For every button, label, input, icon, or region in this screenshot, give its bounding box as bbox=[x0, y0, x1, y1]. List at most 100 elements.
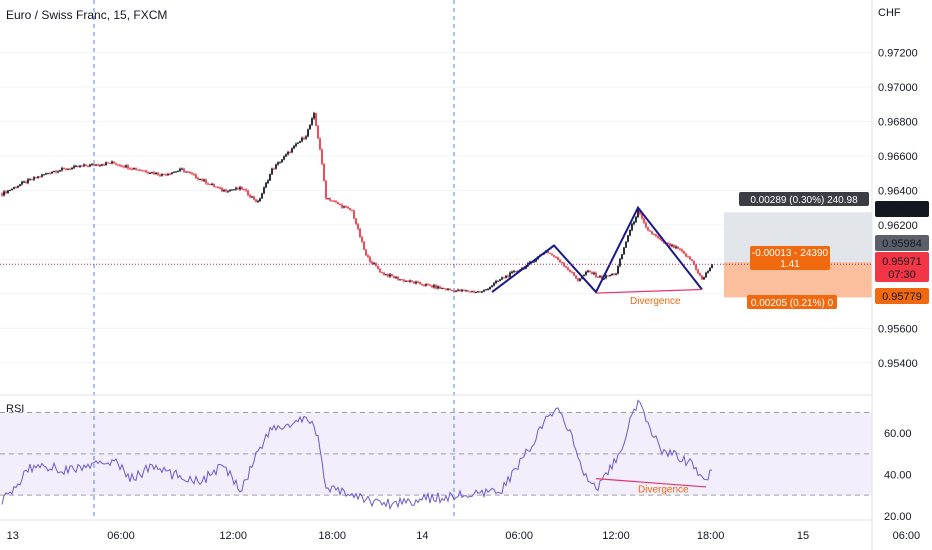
candle-body bbox=[197, 177, 199, 180]
candle-body bbox=[555, 256, 557, 258]
candle-body bbox=[693, 260, 695, 265]
candle-body bbox=[343, 206, 345, 208]
candle-body bbox=[645, 222, 647, 228]
candle-body bbox=[293, 145, 295, 149]
candle-body bbox=[41, 174, 43, 177]
candle-body bbox=[419, 281, 421, 285]
candle-body bbox=[303, 137, 305, 139]
candle-body bbox=[511, 271, 513, 273]
candle-body bbox=[9, 190, 11, 192]
candle-body bbox=[209, 184, 211, 186]
candle-body bbox=[491, 285, 493, 288]
candle-body bbox=[145, 170, 147, 173]
candle-body bbox=[363, 241, 365, 250]
candle-body bbox=[479, 291, 481, 293]
candle-body bbox=[443, 287, 445, 289]
candle-body bbox=[311, 118, 313, 125]
candle-body bbox=[397, 277, 399, 280]
candle-body bbox=[179, 168, 181, 171]
candle-body bbox=[657, 236, 659, 239]
candle-body bbox=[451, 290, 453, 292]
candle-body bbox=[141, 170, 143, 172]
candle-body bbox=[395, 277, 397, 279]
candle-body bbox=[387, 274, 389, 277]
candle-body bbox=[153, 172, 155, 175]
candle-body bbox=[405, 280, 407, 282]
candle-body bbox=[17, 186, 19, 188]
candle-body bbox=[359, 228, 361, 238]
candle-body bbox=[13, 187, 15, 189]
stop-label: 0.00205 (0.21%) 0 bbox=[747, 295, 837, 309]
candle-body bbox=[267, 180, 269, 183]
candle-body bbox=[465, 290, 467, 292]
svg-text:1.41: 1.41 bbox=[780, 259, 800, 270]
candle-body bbox=[415, 281, 417, 284]
candle-body bbox=[269, 174, 271, 181]
candle-body bbox=[599, 276, 601, 278]
time-axis[interactable]: 13 06:00 12:00 18:00 14 06:00 12:00 18:00 15 06:0… bbox=[7, 530, 921, 542]
candle-body bbox=[373, 263, 375, 265]
candle-body bbox=[101, 164, 103, 166]
price-tick-label: 0.96600 bbox=[878, 151, 918, 163]
candle-body bbox=[349, 208, 351, 211]
candle-body bbox=[1, 193, 3, 196]
candle-body bbox=[435, 285, 437, 289]
candle-body bbox=[211, 183, 213, 185]
candle-body bbox=[299, 141, 301, 143]
svg-text:0.00289 (0.30%) 240.98: 0.00289 (0.30%) 240.98 bbox=[750, 195, 858, 206]
candle-body bbox=[159, 174, 161, 176]
candle-body bbox=[103, 164, 105, 166]
candle-body bbox=[207, 183, 209, 185]
time-tick-label: 13 bbox=[7, 530, 19, 542]
candles[interactable] bbox=[1, 111, 713, 294]
rsi-axis[interactable]: 60.00 40.00 20.00 bbox=[884, 428, 912, 523]
candle-body bbox=[321, 149, 323, 164]
candle-body bbox=[69, 168, 71, 170]
candle-body bbox=[313, 113, 315, 119]
price-axis[interactable]: 0.97200 0.97000 0.96800 0.96600 0.96400 0.962… bbox=[878, 47, 918, 369]
price-divergence-label: Divergence bbox=[630, 296, 681, 307]
candle-body bbox=[279, 162, 281, 164]
candle-body bbox=[587, 270, 589, 272]
chart-title[interactable]: Euro / Swiss Franc, 15, FXCM bbox=[6, 8, 167, 22]
time-tick-label: 06:00 bbox=[505, 530, 533, 542]
rsi-tick-label: 40.00 bbox=[884, 470, 912, 482]
candle-body bbox=[355, 218, 357, 225]
candle-body bbox=[683, 251, 685, 254]
candle-body bbox=[183, 168, 185, 172]
currency-label: CHF bbox=[878, 7, 901, 19]
svg-text:0.95984: 0.95984 bbox=[882, 238, 922, 250]
candle-body bbox=[15, 187, 17, 189]
candle-body bbox=[271, 168, 273, 175]
candle-body bbox=[275, 164, 277, 169]
candle-body bbox=[547, 250, 549, 253]
candle-body bbox=[425, 284, 427, 286]
candle-body bbox=[277, 162, 279, 165]
candle-body bbox=[593, 272, 595, 274]
candle-body bbox=[49, 173, 51, 175]
candle-body bbox=[469, 291, 471, 293]
svg-text:0.95971: 0.95971 bbox=[882, 256, 922, 268]
candle-body bbox=[93, 164, 95, 166]
svg-text:-0.00013 - 24390: -0.00013 - 24390 bbox=[752, 248, 829, 259]
candle-body bbox=[567, 267, 569, 270]
candle-body bbox=[499, 279, 501, 281]
candle-body bbox=[389, 274, 391, 277]
price-divergence-line[interactable] bbox=[595, 288, 703, 294]
candle-body bbox=[615, 273, 617, 275]
candle-body bbox=[327, 198, 329, 200]
price-tick-label: 0.95600 bbox=[878, 323, 918, 335]
harmonic-pattern-line[interactable] bbox=[491, 205, 703, 294]
candle-body bbox=[7, 190, 9, 194]
candle-body bbox=[239, 187, 241, 190]
rsi-pane-label[interactable]: RSI bbox=[6, 403, 24, 415]
candle-body bbox=[589, 270, 591, 273]
svg-text:0.95779: 0.95779 bbox=[882, 291, 922, 303]
candle-body bbox=[63, 168, 65, 170]
rsi-divergence-line[interactable] bbox=[595, 478, 707, 488]
candle-body bbox=[3, 191, 5, 196]
candle-body bbox=[385, 274, 387, 276]
candle-body bbox=[509, 272, 511, 277]
candle-body bbox=[371, 261, 373, 264]
